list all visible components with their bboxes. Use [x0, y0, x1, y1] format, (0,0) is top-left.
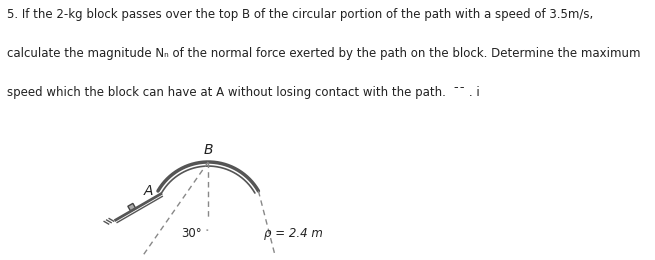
Text: 30°: 30° [181, 227, 202, 240]
Text: 5. If the 2-kg block passes over the top B of the circular portion of the path w: 5. If the 2-kg block passes over the top… [7, 8, 593, 21]
Text: ρ = 2.4 m: ρ = 2.4 m [264, 226, 323, 239]
Text: A: A [144, 184, 153, 198]
Text: speed which the block can have at A without losing contact with the path.  ¯¯ . : speed which the block can have at A with… [7, 86, 479, 99]
Text: B: B [204, 143, 213, 157]
Polygon shape [128, 203, 136, 211]
Text: calculate the magnitude Nₙ of the normal force exerted by the path on the block.: calculate the magnitude Nₙ of the normal… [7, 47, 640, 60]
